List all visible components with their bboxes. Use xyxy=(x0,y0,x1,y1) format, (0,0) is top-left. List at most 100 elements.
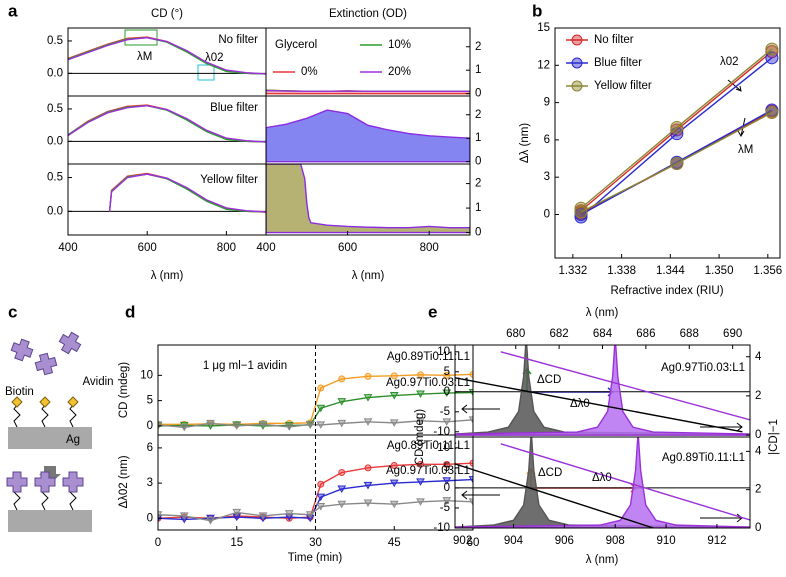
marker xyxy=(389,419,399,427)
y-tick-label: 10 xyxy=(437,346,450,358)
line xyxy=(455,377,743,433)
marker xyxy=(316,503,326,511)
x2-tick-label: 684 xyxy=(593,328,613,340)
y-label: CD (mdeg) xyxy=(414,409,426,465)
x-tick-label: 908 xyxy=(606,535,625,547)
area xyxy=(266,164,470,234)
y-tick-label: 10 xyxy=(437,442,450,454)
y-tick-label: 0.0 xyxy=(47,67,63,79)
legend-marker xyxy=(571,80,583,92)
y2-label: |CD|−1 xyxy=(768,419,780,455)
legend-label: 20% xyxy=(388,66,411,78)
legend-label: 10% xyxy=(388,39,411,51)
x2-label: λ (nm) xyxy=(586,307,619,319)
marker xyxy=(390,461,398,469)
marker xyxy=(363,499,373,508)
marker xyxy=(363,481,373,490)
annotation: Ag0.97Ti0.03:L1 xyxy=(661,362,745,374)
x2-tick-label: 688 xyxy=(680,328,699,340)
marker xyxy=(364,372,372,380)
label-biotin: Biotin xyxy=(5,386,34,398)
marker xyxy=(158,511,163,519)
marker xyxy=(390,372,398,380)
x-tick-label: 912 xyxy=(707,535,726,547)
marker xyxy=(232,508,242,517)
y-tick-label: 0 xyxy=(475,227,481,239)
marker xyxy=(442,477,452,485)
plot-area xyxy=(266,109,470,163)
y-tick-label: 0.5 xyxy=(47,172,63,184)
marker xyxy=(232,513,242,522)
marker xyxy=(417,371,424,379)
x-tick-label: 1.338 xyxy=(607,265,636,277)
plot-area xyxy=(68,36,266,75)
annotation: Δλ0 xyxy=(570,398,590,410)
y-tick-label: 0 xyxy=(444,386,450,398)
x2-tick-label: 690 xyxy=(723,328,742,340)
marker xyxy=(442,418,452,426)
legend-title: Glycerol xyxy=(275,39,317,51)
marker xyxy=(442,389,452,398)
marker xyxy=(284,423,294,431)
line xyxy=(158,499,473,522)
marker xyxy=(389,479,399,488)
line xyxy=(580,111,773,213)
marker xyxy=(469,459,473,467)
x-label: λ (nm) xyxy=(586,554,619,566)
plot-area xyxy=(266,89,470,95)
marker xyxy=(206,514,215,523)
area xyxy=(266,109,470,163)
label-ag: Ag xyxy=(66,434,80,446)
x-tick-label: 600 xyxy=(338,242,357,254)
annotation: λM xyxy=(137,51,152,63)
y-tick-label: 1 xyxy=(475,64,481,76)
x-label: Refractive index (RIU) xyxy=(610,285,723,297)
legend-label: Blue filter xyxy=(594,57,642,69)
plot-area xyxy=(455,345,750,436)
marker xyxy=(443,460,451,468)
annotation: Yellow filter xyxy=(200,174,258,186)
y-tick-label: 1 xyxy=(475,132,481,144)
marker xyxy=(337,419,347,428)
x-tick-label: 1.356 xyxy=(753,265,782,277)
marker xyxy=(416,498,425,506)
x2-tick-label: 682 xyxy=(550,328,569,340)
marker xyxy=(670,120,684,134)
y-tick-label: -10 xyxy=(433,426,450,438)
y-tick-label: 6 xyxy=(544,134,550,146)
marker xyxy=(337,485,347,493)
plot-area xyxy=(68,172,266,213)
y-label: Δλ (nm) xyxy=(519,123,531,163)
marker xyxy=(389,500,399,509)
diagram-c: Avidin Biotin Ag xyxy=(5,331,114,532)
y2-tick-label: 2 xyxy=(755,390,761,402)
marker xyxy=(389,392,399,400)
marker xyxy=(258,512,268,520)
area xyxy=(455,345,750,436)
marker xyxy=(468,498,473,506)
marker xyxy=(363,418,373,426)
y-tick-label: 2 xyxy=(475,41,481,53)
y-tick-label: 6 xyxy=(147,442,153,454)
y-tick-label: 5 xyxy=(147,395,153,407)
y-tick-label: 0 xyxy=(147,512,153,524)
line xyxy=(580,51,773,212)
y-tick-label: 0.5 xyxy=(47,103,63,115)
x-tick-label: 1.350 xyxy=(705,265,734,277)
x-tick-label: 904 xyxy=(504,535,524,547)
frame xyxy=(454,436,751,529)
x-tick-label: 0 xyxy=(155,537,161,549)
y-tick-label: 0.5 xyxy=(47,35,63,47)
marker xyxy=(765,106,779,120)
marker xyxy=(305,511,315,519)
x-tick-label: 60 xyxy=(467,537,480,549)
panel-title: Extinction (OD) xyxy=(329,8,407,20)
x-tick-label: 30 xyxy=(309,537,322,549)
plot-area xyxy=(455,437,750,528)
y2-tick-label: 4 xyxy=(755,445,762,457)
marker xyxy=(574,205,588,219)
x-tick-label: 1.344 xyxy=(656,265,685,277)
y-tick-label: 0 xyxy=(147,420,153,432)
